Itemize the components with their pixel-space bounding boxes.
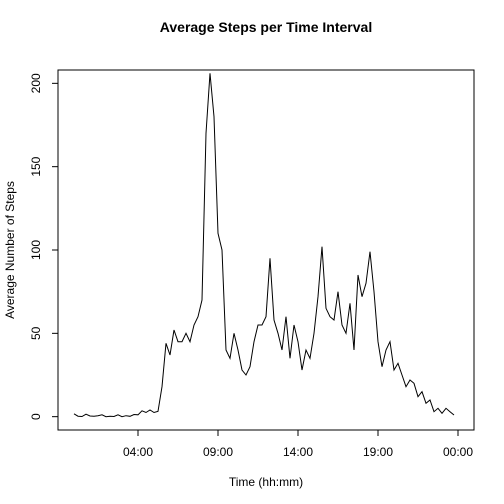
x-tick-label: 00:00 <box>443 445 473 459</box>
x-tick-label: 09:00 <box>203 445 233 459</box>
y-tick-label: 150 <box>29 156 43 176</box>
x-tick-label: 04:00 <box>123 445 153 459</box>
y-tick-label: 200 <box>29 73 43 93</box>
y-tick-label: 100 <box>29 240 43 260</box>
y-tick-label: 0 <box>29 413 43 420</box>
y-axis-label: Average Number of Steps <box>3 181 17 319</box>
x-tick-label: 19:00 <box>363 445 393 459</box>
chart-title: Average Steps per Time Interval <box>160 19 372 35</box>
line-series <box>73 73 455 418</box>
plot-box <box>57 69 475 431</box>
y-tick-label: 50 <box>29 326 43 340</box>
x-tick-label: 14:00 <box>283 445 313 459</box>
x-axis-label: Time (hh:mm) <box>229 475 303 489</box>
